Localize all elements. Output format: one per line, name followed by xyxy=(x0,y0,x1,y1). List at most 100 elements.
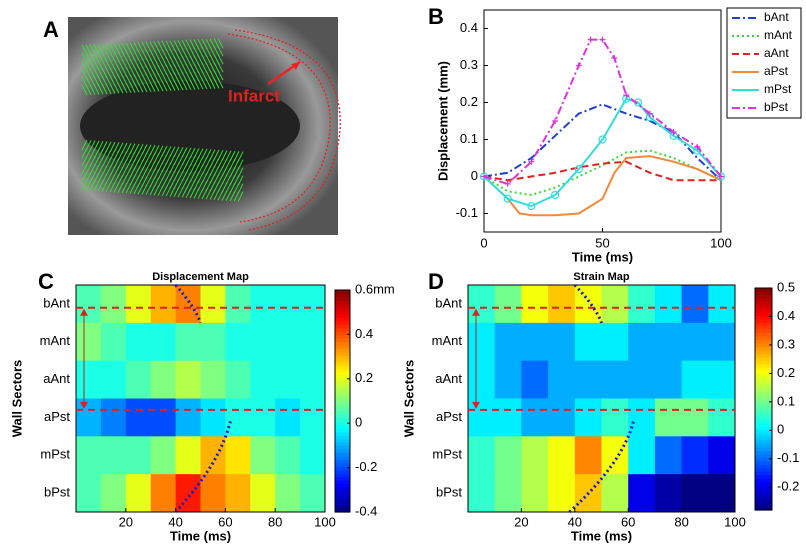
y-tick-label: 0.4 xyxy=(460,20,478,35)
colorbar-band xyxy=(755,381,772,386)
marker xyxy=(574,165,583,174)
y-tick-label: mAnt xyxy=(432,333,463,348)
colorbar-band xyxy=(755,294,772,300)
colorbar-band xyxy=(755,399,772,404)
series-line xyxy=(483,160,721,182)
colorbar-band xyxy=(335,314,350,319)
colorbar-band xyxy=(335,303,350,308)
y-tick-label: -0.1 xyxy=(456,205,478,220)
flow-vector xyxy=(145,81,152,93)
heatmap-cell xyxy=(548,436,576,475)
colorbar-tick-label: 0.5 xyxy=(777,279,795,294)
colorbar-band xyxy=(755,333,772,338)
y-tick-label: bAnt xyxy=(435,295,462,310)
heatmap-cell xyxy=(100,322,127,362)
heatmap-cell xyxy=(225,474,251,513)
colorbar-band xyxy=(335,300,350,305)
colorbar-band xyxy=(335,293,350,298)
flow-vector xyxy=(129,82,136,93)
colorbar-tick-label: -0.1 xyxy=(777,450,799,465)
infarct-outline xyxy=(227,33,331,223)
legend-label: aAnt xyxy=(764,46,789,60)
x-axis-label: Time (ms) xyxy=(571,528,632,543)
colorbar-band xyxy=(335,484,350,489)
flow-vector xyxy=(149,144,156,156)
y-tick-label: 0.2 xyxy=(460,94,478,109)
heatmap-cell xyxy=(654,398,683,437)
flow-vector xyxy=(173,146,180,158)
x-tick-label: 80 xyxy=(268,514,282,529)
heatmap-cell xyxy=(681,322,709,362)
colorbar-band xyxy=(335,421,350,426)
flow-vector xyxy=(193,148,200,159)
flow-vector xyxy=(237,159,244,170)
heatmap-cell xyxy=(125,474,152,513)
flow-vector xyxy=(165,80,172,92)
heatmap-cell xyxy=(175,322,201,362)
heatmap-cell xyxy=(628,398,656,437)
heatmap-cell xyxy=(574,436,602,475)
colorbar-band xyxy=(335,383,350,388)
y-tick-label: aPst xyxy=(44,409,70,424)
colorbar-band xyxy=(755,440,772,445)
marker xyxy=(716,172,726,181)
colorbar-band xyxy=(335,307,350,312)
colorbar-tick-label: -0.4 xyxy=(355,503,377,518)
heatmap-cell xyxy=(76,360,102,399)
heatmap-cell xyxy=(250,398,276,437)
colorbar-band xyxy=(335,459,350,465)
flow-vector xyxy=(185,147,192,159)
flow-vector xyxy=(157,145,164,156)
marker xyxy=(599,36,606,43)
marker xyxy=(694,143,701,150)
colorbar-band xyxy=(335,477,350,482)
colorbar-band xyxy=(755,416,772,421)
heatmap-cell xyxy=(175,398,201,437)
flow-vector xyxy=(93,140,100,152)
colorbar-band xyxy=(335,321,350,326)
flow-vector xyxy=(197,148,204,159)
y-tick-label: aAnt xyxy=(43,371,70,386)
colorbar-band xyxy=(755,430,772,435)
chart-title: Displacement Map xyxy=(152,271,249,283)
heatmap-cell xyxy=(76,398,102,437)
heatmap-cell xyxy=(654,360,683,399)
x-tick-label: 20 xyxy=(119,514,133,529)
heatmap-cell xyxy=(150,360,177,399)
y-axis-label: Wall Sectors xyxy=(401,360,416,438)
flow-vector xyxy=(113,142,120,153)
heatmap-cell xyxy=(150,285,177,324)
flow-vector xyxy=(85,140,92,151)
heatmap-cell xyxy=(125,436,152,475)
heatmap-cell xyxy=(521,474,549,513)
colorbar-band xyxy=(335,387,350,392)
colorbar-band xyxy=(335,487,350,492)
colorbar-band xyxy=(755,319,772,324)
colorbar-band xyxy=(755,291,772,296)
colorbar-band xyxy=(335,463,350,468)
colorbar-band xyxy=(755,475,772,480)
colorbar-band xyxy=(335,380,350,385)
colorbar-band xyxy=(335,342,350,347)
flow-vector xyxy=(169,146,176,157)
y-tick-label: 0 xyxy=(471,168,478,183)
heatmap-cell xyxy=(250,322,276,362)
colorbar-band xyxy=(755,343,772,348)
heatmap-cell xyxy=(708,360,736,399)
colorbar-band xyxy=(335,390,350,395)
heatmap-cell xyxy=(200,360,226,399)
colorbar-band xyxy=(335,394,350,399)
heatmap-cell xyxy=(100,474,127,513)
legend xyxy=(726,7,802,119)
colorbar-band xyxy=(335,362,350,367)
heatmap-cell xyxy=(494,360,522,399)
colorbar-band xyxy=(755,288,772,293)
flow-vector xyxy=(213,149,220,161)
colorbar-band xyxy=(335,317,350,322)
colorbar-band xyxy=(755,405,772,411)
heatmap-cell xyxy=(300,322,326,362)
heatmap-cell xyxy=(601,285,629,324)
marker xyxy=(611,55,618,62)
flow-vector xyxy=(237,191,244,202)
flow-vector xyxy=(217,37,224,49)
